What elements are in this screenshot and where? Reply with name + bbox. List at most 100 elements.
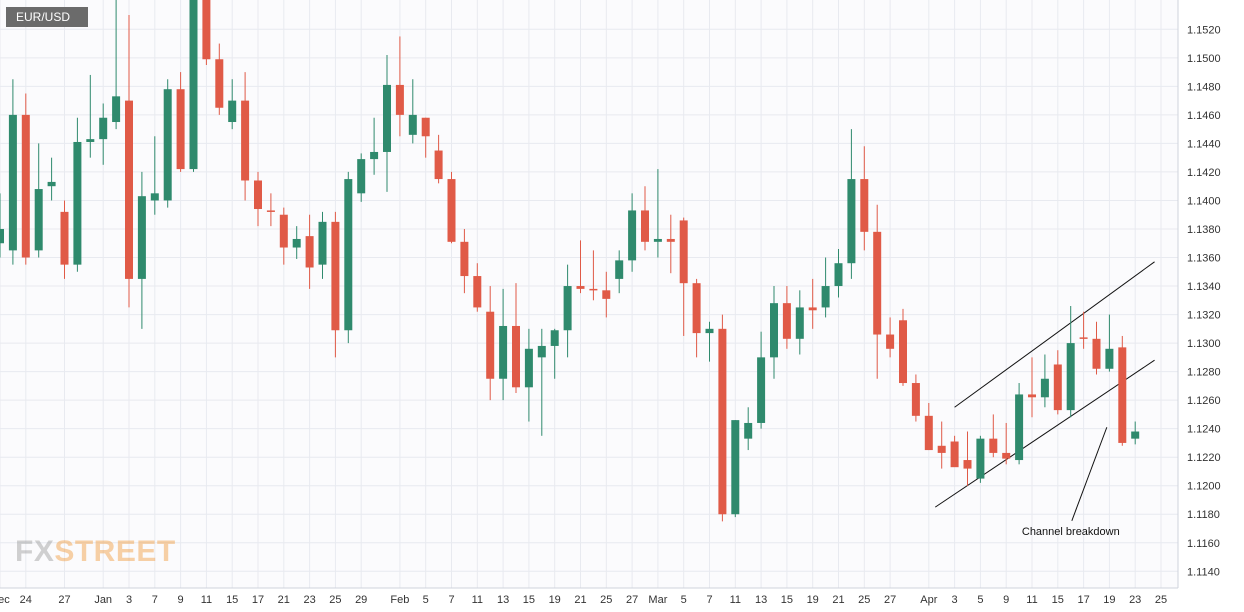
candle-body-down [279,214,288,248]
candle-body-down [395,84,404,115]
candle-body-up [537,345,546,358]
candles-layer [0,0,1140,522]
symbol-badge: EUR/USD [6,7,89,27]
x-tick-label: 5 [423,594,429,606]
fxstreet-logo: FXSTREET [15,535,176,569]
x-tick-label: 19 [1103,594,1115,606]
x-tick-label: 3 [952,594,958,606]
y-tick-label: 1.1280 [1187,367,1221,379]
x-tick-label: Apr [920,594,937,606]
candle-body-down [434,150,443,180]
y-tick-label: 1.1160 [1187,538,1220,550]
y-tick-label: 1.1180 [1187,509,1220,521]
x-tick-label: 27 [58,594,70,606]
candle-body-down [679,220,688,284]
candle-body-up [628,210,637,261]
x-tick-label: 9 [1003,594,1009,606]
candle-body-up [744,422,753,439]
y-tick-label: 1.1500 [1187,53,1221,65]
y-tick-label: 1.1240 [1187,424,1221,436]
candle-body-down [1079,337,1088,339]
candle-body-up [344,179,353,331]
x-tick-label: 13 [755,594,767,606]
x-tick-label: 11 [201,594,212,606]
x-tick-label: 3 [126,594,132,606]
x-tick-label: 27 [626,594,638,606]
annotation-leader-line [1071,427,1108,521]
x-tick-label: 17 [1077,594,1089,606]
candle-body-up [731,420,740,515]
candle-body-down [899,320,907,384]
candle-body-up [189,0,198,170]
candle-body-down [254,180,262,210]
x-tick-label: 23 [1129,594,1141,606]
plot-background [0,0,1178,588]
annotations-layer: Channel breakdown [1022,427,1120,538]
x-tick-label: 24 [20,594,32,606]
candle-body-up [653,238,662,242]
candle-body-up [34,189,43,251]
candle-body-up [370,151,379,160]
candle-body-up [73,141,82,265]
candle-body-up [8,114,17,251]
candle-body-up [563,286,572,331]
x-tick-label: Dec [0,594,10,606]
candle-body-up [705,328,714,334]
y-tick-label: 1.1140 [1187,566,1220,578]
grid-layer [0,0,1178,588]
logo-part-street: STREET [54,535,176,568]
x-tick-label: 9 [178,594,184,606]
y-tick-label: 1.1520 [1187,24,1221,36]
candle-body-up [524,348,533,388]
candle-body-down [873,231,882,335]
candle-body-up [976,438,985,479]
x-tick-label: 23 [303,594,315,606]
candle-body-up [834,263,843,287]
candle-body-down [421,117,430,137]
candle-body-up [228,100,237,123]
candle-body-up [1066,343,1075,411]
x-axis: Dec 24 27 Jan 3 7 9 11 15 17 21 23 25 29 Feb 5 7 11 13 15 19… [0,587,1178,606]
candle-body-up [757,357,766,423]
x-tick-label: 15 [523,594,535,606]
candle-body-down [989,438,998,453]
candle-body-down [937,445,946,453]
candle-body-down [641,210,649,242]
x-tick-label: 19 [807,594,819,606]
candle-body-up [163,89,172,201]
candle-body-up [86,139,95,142]
y-tick-label: 1.1480 [1187,81,1221,93]
candle-body-down [1053,364,1062,411]
y-tick-label: 1.1340 [1187,281,1221,293]
y-tick-label: 1.1380 [1187,224,1221,236]
candle-body-down [266,210,275,212]
x-tick-label: 29 [355,594,367,606]
candle-body-up [795,307,804,339]
candle-body-down [202,0,211,60]
x-tick-label: 5 [977,594,983,606]
candle-body-down [924,415,933,451]
x-tick-label: 11 [730,594,741,606]
candle-body-down [512,325,520,388]
candle-body-up [770,303,778,358]
candle-body-up [1105,348,1114,369]
candle-body-down [241,100,250,181]
candle-body-up [1131,431,1140,439]
candle-body-down [589,288,598,291]
candle-body-up [615,260,624,279]
candle-body-down [125,100,133,279]
x-tick-label: 13 [497,594,509,606]
candle-body-down [963,460,972,469]
x-tick-label: 25 [329,594,341,606]
candle-body-down [1092,338,1101,369]
x-tick-label: 7 [152,594,158,606]
candle-body-down [1002,452,1011,459]
y-tick-label: 1.1400 [1187,195,1221,207]
x-tick-label: 17 [252,594,264,606]
channel-lines [934,261,1155,508]
y-axis: 1.1140 1.1160 1.1180 1.1200 1.1220 1.1240 1.12… [1177,0,1221,588]
candle-body-down [911,383,920,416]
candle-body-down [60,211,69,265]
x-tick-label: 21 [574,594,586,606]
